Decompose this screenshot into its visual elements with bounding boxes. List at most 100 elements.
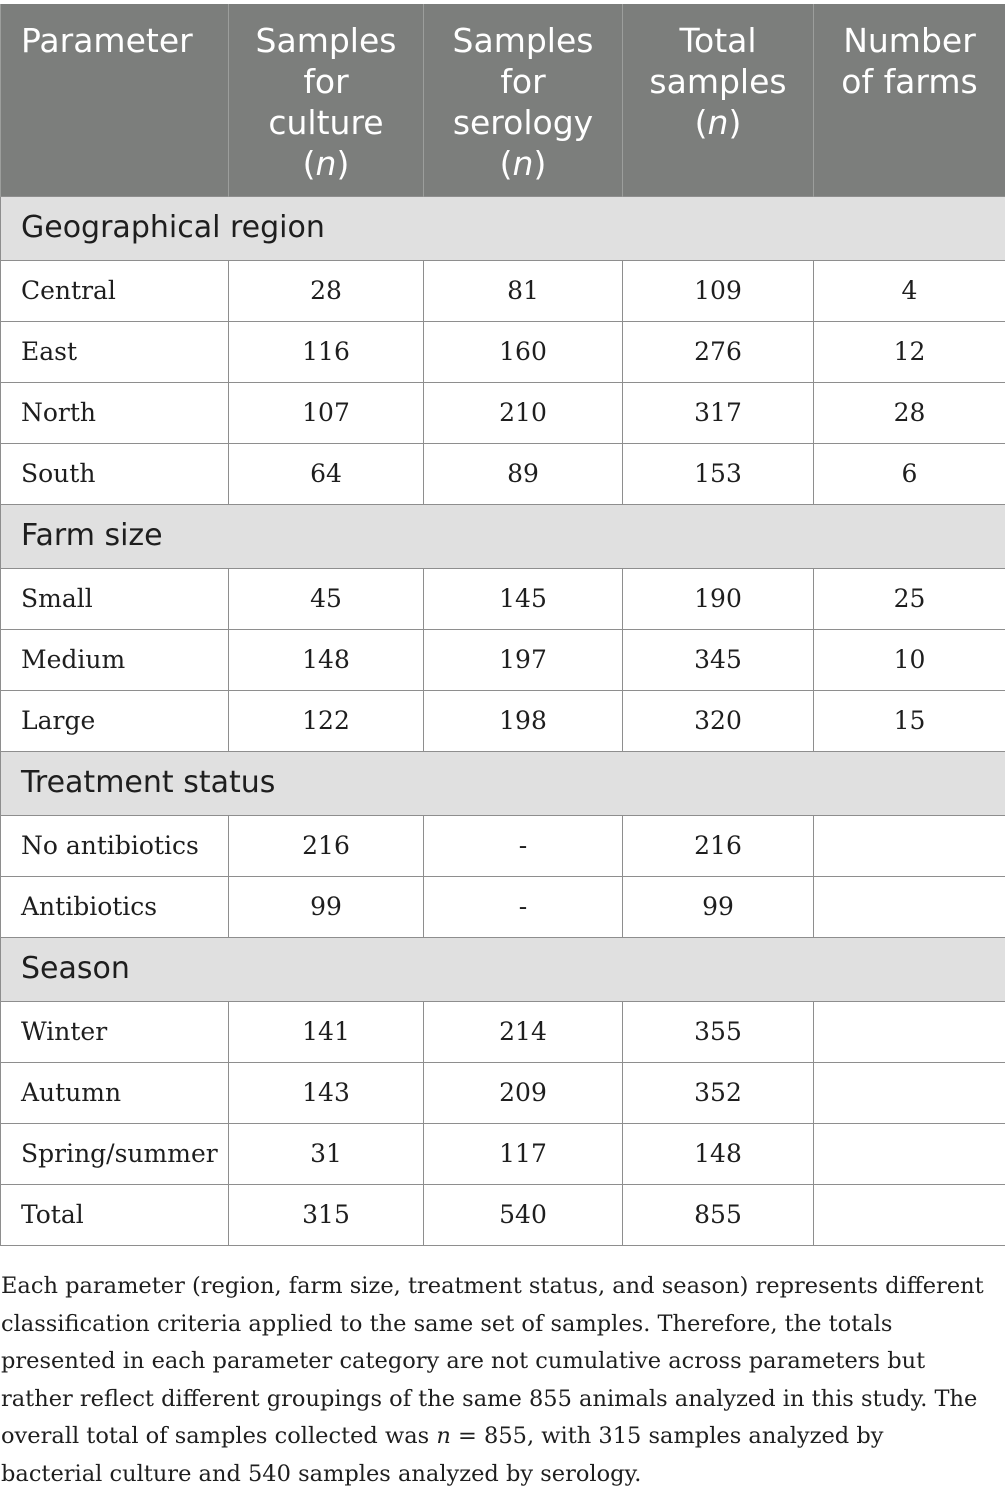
cell-farms: 6 — [813, 442, 1005, 505]
column-header-3: Total samples (n) — [622, 4, 814, 196]
table-row: No antibiotics 216-216 — [0, 814, 1005, 877]
row-label: Total — [0, 1183, 229, 1246]
cell-culture: 28 — [228, 259, 424, 322]
column-header-line: samples — [649, 62, 787, 101]
section-row: Season — [0, 936, 1005, 1002]
cell-farms: 10 — [813, 628, 1005, 691]
cell-farms: 4 — [813, 259, 1005, 322]
cell-farms: 12 — [813, 320, 1005, 383]
table-row: South 64 89 153 6 — [0, 442, 1005, 505]
cell-culture: 31 — [228, 1122, 424, 1185]
cell-serology: 145 — [423, 567, 623, 630]
section-title: Season — [0, 936, 1005, 1002]
cell-farms — [813, 814, 1005, 877]
cell-farms: 25 — [813, 567, 1005, 630]
cell-culture: 122 — [228, 689, 424, 752]
cell-farms — [813, 1183, 1005, 1246]
table-row: Small 45 145 190 25 — [0, 567, 1005, 630]
table-row: Antibiotics 99-99 — [0, 875, 1005, 938]
table-row: Winter 141 214 355 — [0, 1000, 1005, 1063]
column-header-line: Samples — [255, 21, 397, 60]
cell-total: 352 — [622, 1061, 814, 1124]
row-label: East — [0, 320, 229, 383]
cell-farms — [813, 1122, 1005, 1185]
cell-culture: 143 — [228, 1061, 424, 1124]
table-row: Medium 148 197 345 10 — [0, 628, 1005, 691]
row-label: South — [0, 442, 229, 505]
row-label: Antibiotics — [0, 875, 229, 938]
column-header-line: Total — [679, 21, 757, 60]
cell-culture: 45 — [228, 567, 424, 630]
table-row: Central 28 81 109 4 — [0, 259, 1005, 322]
cell-culture: 99 — [228, 875, 424, 938]
cell-serology: 540 — [423, 1183, 623, 1246]
cell-serology: 197 — [423, 628, 623, 691]
table-row: Large 122 198 320 15 — [0, 689, 1005, 752]
column-header-line: (n) — [694, 103, 742, 142]
cell-culture: 216 — [228, 814, 424, 877]
cell-serology: 214 — [423, 1000, 623, 1063]
cell-serology: 160 — [423, 320, 623, 383]
row-label: Spring/summer — [0, 1122, 229, 1185]
footnote-text-end: = 855, with 315 samples analyzed by bact… — [1, 1423, 884, 1487]
column-header-line: serology — [452, 103, 594, 142]
table-row: Total 315 540 855 — [0, 1183, 1005, 1246]
column-header-line: culture — [268, 103, 384, 142]
cell-serology: 89 — [423, 442, 623, 505]
table-row: North 107 210 317 28 — [0, 381, 1005, 444]
section-row: Treatment status — [0, 750, 1005, 816]
column-header-1: Samples for culture (n) — [228, 4, 424, 196]
cell-total: 148 — [622, 1122, 814, 1185]
section-title: Geographical region — [0, 195, 1005, 261]
cell-serology: 117 — [423, 1122, 623, 1185]
cell-total: 99 — [622, 875, 814, 938]
column-header-line: (n) — [499, 144, 547, 183]
cell-total: 190 — [622, 567, 814, 630]
cell-culture: 315 — [228, 1183, 424, 1246]
cell-serology: 81 — [423, 259, 623, 322]
row-label: Autumn — [0, 1061, 229, 1124]
cell-serology: 210 — [423, 381, 623, 444]
n-symbol: n — [315, 144, 337, 183]
cell-total: 153 — [622, 442, 814, 505]
cell-culture: 141 — [228, 1000, 424, 1063]
cell-culture: 107 — [228, 381, 424, 444]
column-header-2: Samples for serology (n) — [423, 4, 623, 196]
cell-serology: - — [423, 814, 623, 877]
table-row: East 116 160 276 12 — [0, 320, 1005, 383]
cell-total: 276 — [622, 320, 814, 383]
row-label: Medium — [0, 628, 229, 691]
cell-serology: 209 — [423, 1061, 623, 1124]
row-label: Large — [0, 689, 229, 752]
row-label: No antibiotics — [0, 814, 229, 877]
cell-serology: 198 — [423, 689, 623, 752]
cell-farms — [813, 875, 1005, 938]
row-label: Central — [0, 259, 229, 322]
cell-culture: 148 — [228, 628, 424, 691]
column-header-line: for — [303, 62, 349, 101]
table-row: Spring/summer 31 117 148 — [0, 1122, 1005, 1185]
cell-total: 317 — [622, 381, 814, 444]
section-title: Farm size — [0, 503, 1005, 569]
cell-total: 355 — [622, 1000, 814, 1063]
column-header-0: Parameter — [0, 4, 229, 196]
cell-total: 109 — [622, 259, 814, 322]
column-header-line: Parameter — [21, 21, 193, 60]
cell-farms — [813, 1000, 1005, 1063]
cell-culture: 64 — [228, 442, 424, 505]
column-header-4: Number of farms — [813, 4, 1005, 196]
footnote-text-start: Each parameter (region, farm size, treat… — [1, 1273, 984, 1449]
column-header-line: for — [500, 62, 546, 101]
section-title: Treatment status — [0, 750, 1005, 816]
column-header-line: Number — [843, 21, 976, 60]
column-header-line: (n) — [302, 144, 350, 183]
samples-table: Parameter Samples for culture (n) Samples for s… — [0, 4, 1005, 1246]
cell-farms — [813, 1061, 1005, 1124]
cell-farms: 15 — [813, 689, 1005, 752]
cell-total: 345 — [622, 628, 814, 691]
cell-total: 216 — [622, 814, 814, 877]
cell-total: 320 — [622, 689, 814, 752]
table-body: Geographical region Central 28 81 109 4 East 11… — [0, 195, 1005, 1246]
row-label: Winter — [0, 1000, 229, 1063]
row-label: Small — [0, 567, 229, 630]
